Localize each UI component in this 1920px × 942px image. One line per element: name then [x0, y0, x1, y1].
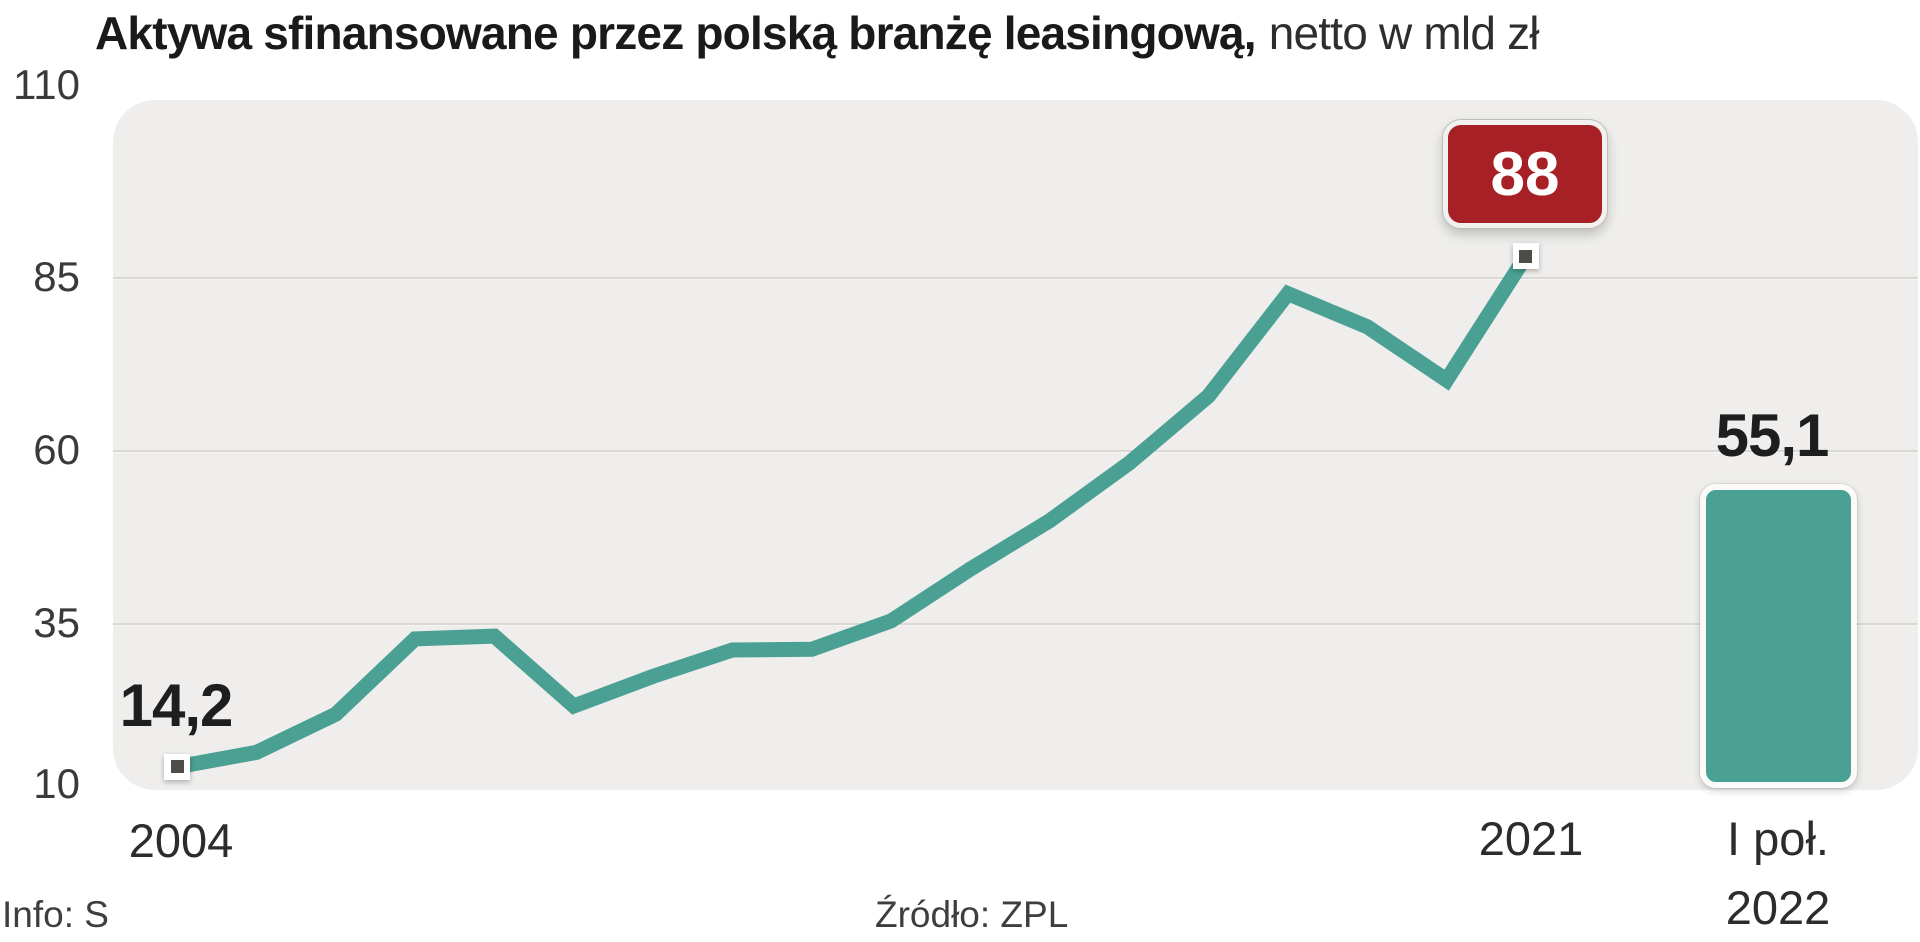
- chart-title: Aktywa sfinansowane przez polską branżę …: [95, 6, 1540, 60]
- gridline-85: [113, 277, 1918, 280]
- y-tick-85: 85: [33, 253, 80, 300]
- x-tick-2021: 2021: [1478, 812, 1584, 865]
- point-marker-inner: [170, 760, 184, 774]
- y-tick-60: 60: [33, 426, 80, 473]
- y-tick-110: 110: [13, 61, 80, 108]
- bar-h1-2022: [1700, 483, 1857, 788]
- chart-title-bold: Aktywa sfinansowane przez polską branżę …: [95, 7, 1256, 59]
- plot-area: [113, 100, 1918, 790]
- point-marker-inner: [1519, 249, 1533, 263]
- footer-info: Info: S: [2, 894, 109, 935]
- value-label-2004: 14,2: [119, 672, 234, 739]
- line-series-layer: [175, 252, 1533, 775]
- point-marker-2004: [164, 753, 190, 780]
- value-badge-2021-text: 88: [1490, 139, 1560, 209]
- y-tick-35: 35: [33, 599, 80, 646]
- chart-title-unit: netto w mld zł: [1268, 7, 1540, 59]
- y-tick-10: 10: [33, 760, 80, 807]
- x-tick-2004: 2004: [128, 814, 234, 867]
- point-marker-2021: [1512, 243, 1539, 270]
- x-tick-h1-2022-line1: I poł.: [1727, 812, 1829, 865]
- line-series: [175, 252, 1533, 775]
- gridline-60: [113, 450, 1918, 453]
- value-label-h1-2022: 55,1: [1715, 402, 1830, 469]
- x-tick-h1-2022-line2: 2022: [1725, 881, 1831, 934]
- footer-source: Źródło: ZPL: [875, 894, 1069, 935]
- gridline-35: [113, 623, 1918, 626]
- value-badge-2021: 88: [1443, 120, 1607, 228]
